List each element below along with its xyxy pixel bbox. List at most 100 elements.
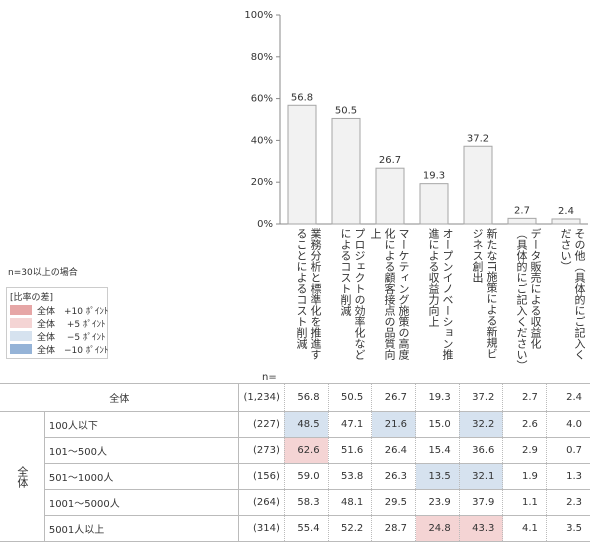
legend-title: [比率の差] [10, 293, 54, 303]
row-label: 1001～5000人 [44, 489, 239, 516]
value-cell: 2.7 [502, 383, 547, 412]
value-cell: 53.8 [327, 463, 372, 490]
value-cell: 29.5 [371, 489, 416, 516]
n-cell: (227) [238, 411, 285, 438]
value-cell: 4.0 [545, 411, 590, 438]
value-cell: 2.9 [502, 437, 547, 464]
table-row: 101～500人 (273) 62.6 51.6 26.4 15.4 36.6 2.9 0.7 [0, 437, 590, 464]
x-tick-label: 業務分析と標準化を推進することによるコスト削減 [295, 228, 322, 360]
legend-swatch [10, 318, 32, 328]
y-tick-label: 0% [257, 219, 273, 230]
y-tick-label: 20% [251, 177, 273, 188]
n-cell: (1,234) [238, 383, 285, 412]
row-label: 101～500人 [44, 437, 239, 464]
row-label: 501～1000人 [44, 463, 239, 490]
x-tick-label: マーケティング施策の高度化による顧客接点の品質向上 [369, 228, 410, 360]
value-cell: 26.3 [371, 463, 416, 490]
value-cell: 55.4 [283, 515, 329, 542]
x-tick-label: プロジェクトの効率化などによるコスト削減 [339, 228, 366, 360]
legend-note: n=30以上の場合 [8, 268, 78, 278]
legend-label: 全体 −10 ﾎﾟｲﾝﾄ [37, 346, 109, 356]
value-cell: 47.1 [327, 411, 372, 438]
value-cell: 52.2 [327, 515, 372, 542]
row-label: 5001人以上 [44, 515, 239, 542]
n-cell: (273) [238, 437, 285, 464]
value-cell: 13.5 [415, 463, 460, 490]
bar [287, 104, 317, 225]
bar [463, 145, 493, 225]
value-cell: 32.1 [458, 463, 503, 490]
value-cell: 23.9 [415, 489, 460, 516]
y-tick-label: 40% [251, 135, 273, 146]
legend-swatch [10, 331, 32, 341]
y-tick-label: 80% [251, 52, 273, 63]
chart: n= 0% 20% 40% 60% 80% 100% 56.8 50.5 26.7 19.3 37.… [244, 10, 588, 380]
x-tick-label: オープンイノベーション推進による収益力向上 [427, 228, 454, 360]
y-tick-label: 60% [251, 94, 273, 105]
table-row: 全体 (1,234) 56.8 50.5 26.7 19.3 37.2 2.7 2.4 [0, 383, 590, 412]
legend-swatch [10, 344, 32, 354]
value-cell: 48.5 [283, 411, 329, 438]
value-cell: 24.8 [415, 515, 460, 542]
legend-label: 全体 +10 ﾎﾟｲﾝﾄ [37, 307, 109, 317]
x-tick-label: 新たなIT施策による新規ビジネス創出 [471, 228, 498, 359]
value-cell: 1.3 [545, 463, 590, 490]
table-row: 5001人以上 (314) 55.4 52.2 28.7 24.8 43.3 4.1 3.5 [0, 515, 590, 542]
value-cell: 50.5 [327, 383, 372, 412]
value-cell: 56.8 [283, 383, 329, 412]
value-label: 2.4 [558, 206, 574, 217]
value-label: 50.5 [335, 105, 357, 116]
bar [507, 217, 537, 225]
value-label: 56.8 [291, 92, 313, 103]
value-cell: 21.6 [371, 411, 416, 438]
value-cell: 15.0 [415, 411, 460, 438]
bar [551, 218, 581, 225]
table-row: 全体 100人以下 (227) 48.5 47.1 21.6 15.0 32.2 2.6 4.0 [0, 411, 590, 542]
n-cell: (264) [238, 489, 285, 516]
bar [375, 167, 405, 225]
value-cell: 36.6 [458, 437, 503, 464]
group-label: 全体 [0, 411, 45, 542]
bar [331, 117, 361, 225]
n-header: n= [262, 372, 277, 380]
row-label: 全体 [0, 383, 239, 412]
value-cell: 62.6 [283, 437, 329, 464]
x-tick-label: データ販売による収益化（具体的にご記入ください） [515, 228, 542, 371]
legend-label: 全体 +5 ﾎﾟｲﾝﾄ [37, 320, 106, 330]
y-tick-label: 100% [244, 10, 273, 21]
value-cell: 1.1 [502, 489, 547, 516]
value-label: 37.2 [467, 133, 489, 144]
value-cell: 51.6 [327, 437, 372, 464]
x-tick-label: その他（具体的にご記入ください） [559, 228, 586, 360]
bar [419, 183, 449, 225]
n-cell: (156) [238, 463, 285, 490]
value-cell: 28.7 [371, 515, 416, 542]
value-cell: 4.1 [502, 515, 547, 542]
value-cell: 3.5 [545, 515, 590, 542]
value-cell: 1.9 [502, 463, 547, 490]
value-cell: 43.3 [458, 515, 503, 542]
legend: [比率の差] 全体 +10 ﾎﾟｲﾝﾄ 全体 +5 ﾎﾟｲﾝﾄ 全体 −5 ﾎﾟｲﾝ… [6, 287, 108, 359]
value-cell: 37.9 [458, 489, 503, 516]
legend-label: 全体 −5 ﾎﾟｲﾝﾄ [37, 333, 106, 343]
value-cell: 0.7 [545, 437, 590, 464]
value-cell: 58.3 [283, 489, 329, 516]
row-label: 100人以下 [44, 411, 239, 438]
legend-swatch [10, 305, 32, 315]
value-cell: 26.7 [371, 383, 416, 412]
value-cell: 15.4 [415, 437, 460, 464]
value-cell: 2.6 [502, 411, 547, 438]
value-cell: 26.4 [371, 437, 416, 464]
value-label: 26.7 [379, 155, 401, 166]
value-cell: 2.3 [545, 489, 590, 516]
value-cell: 32.2 [458, 411, 503, 438]
n-cell: (314) [238, 515, 285, 542]
value-cell: 48.1 [327, 489, 372, 516]
table-row: 501～1000人 (156) 59.0 53.8 26.3 13.5 32.1 1.9 1.3 [0, 463, 590, 490]
value-label: 2.7 [514, 205, 530, 216]
value-cell: 59.0 [283, 463, 329, 490]
value-cell: 37.2 [458, 383, 503, 412]
table-row: 1001～5000人 (264) 58.3 48.1 29.5 23.9 37.9 1.1 2.… [0, 489, 590, 516]
value-label: 19.3 [423, 171, 445, 182]
